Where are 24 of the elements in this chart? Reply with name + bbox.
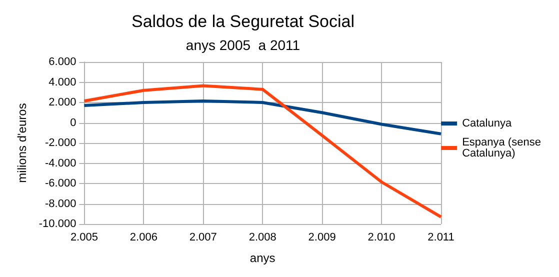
x-tick-label: 2.011 [428, 232, 454, 244]
x-axis-title: anys [250, 251, 276, 265]
y-tick-label: -6.000 [45, 178, 76, 190]
line-series [82, 99, 442, 136]
chart-title: Saldos de la Seguretat Social [131, 12, 355, 31]
y-tick-label: 4.000 [48, 76, 76, 88]
y-tick-label: -4.000 [45, 157, 76, 170]
y-tick-label: 6.000 [48, 56, 76, 68]
y-axis-title: milions d'euros [15, 103, 29, 183]
y-tick-label: 0 [70, 116, 76, 129]
x-tick-label: 2.009 [308, 232, 336, 244]
x-tick-label: 2.005 [70, 232, 98, 244]
legend-label: Espanya (sense Catalunya) [462, 136, 544, 160]
chart-subtitle: anys 2005 a 2011 [186, 37, 300, 53]
y-tick-label: -2.000 [45, 137, 76, 149]
y-tick-label: 2.000 [48, 96, 76, 108]
x-tick-label: 2.010 [368, 232, 396, 244]
legend-label: Catalunya [462, 118, 512, 130]
line-series [82, 84, 442, 218]
y-tick-label: -10.000 [38, 218, 76, 230]
y-tick-label: -8.000 [45, 198, 76, 210]
x-tick-label: 2.007 [189, 232, 217, 244]
x-tick-label: 2.008 [248, 232, 276, 244]
x-tick-label: 2.006 [130, 232, 158, 244]
